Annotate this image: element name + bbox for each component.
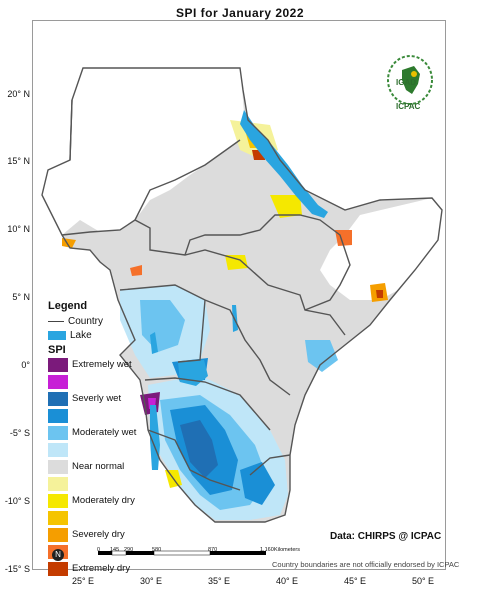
spi-swatch <box>48 357 68 372</box>
scale-tick-0: 0 <box>97 547 101 553</box>
map-title: SPI for January 2022 <box>175 6 305 20</box>
spi-swatch <box>48 527 68 542</box>
scale-tick-3: 580 <box>152 547 162 553</box>
spi-swatch <box>48 374 68 389</box>
spi-class-row: Extremely dry <box>48 560 168 577</box>
no-data-somalia <box>320 198 442 300</box>
lon-label-35e: 35° E <box>207 576 231 586</box>
logo-top-text: IGAD <box>396 78 416 87</box>
spi-swatch <box>48 425 68 440</box>
spi-class-label: Severely dry <box>72 529 125 540</box>
spi-class-label: Near normal <box>72 461 125 472</box>
spi-class-label: Moderately wet <box>72 427 137 438</box>
spi-class-row: Severly wet <box>48 390 168 407</box>
spi-heading: SPI <box>48 344 66 356</box>
scale-tick-5: 1,160 <box>260 547 274 553</box>
country-borders <box>41 67 443 523</box>
lake-swatch <box>48 330 66 340</box>
igad-icpac-logo <box>387 55 433 105</box>
lat-label-15s: -15° S <box>4 564 30 574</box>
spi-class-row: Moderately dry <box>48 492 168 509</box>
country-line-symbol <box>48 320 64 322</box>
spi-class-list: Extremely wet Severly wet Moderately wet Ne… <box>48 356 168 577</box>
legend-lake: Lake <box>48 328 168 342</box>
spi-swatch <box>48 493 68 508</box>
no-data-north <box>42 68 245 235</box>
lat-label-20n: 20° N <box>7 89 30 99</box>
data-credit: Data: CHIRPS @ ICPAC <box>330 531 442 542</box>
disclaimer: Country boundaries are not officially en… <box>272 560 460 569</box>
spi-swatch <box>48 391 68 406</box>
north-arrow-icon: N <box>52 549 64 561</box>
spi-swatch <box>48 459 68 474</box>
spi-class-row <box>48 509 168 526</box>
legend-heading: Legend <box>48 300 88 312</box>
lon-label-25e: 25° E <box>71 576 95 586</box>
legend-lake-label: Lake <box>70 329 92 341</box>
lake-albert <box>150 332 158 354</box>
lon-label-40e: 40° E <box>275 576 299 586</box>
spi-class-row <box>48 407 168 424</box>
spi-swatch <box>48 476 68 491</box>
spi-class-label: Extremely dry <box>72 563 131 574</box>
wet-south <box>148 375 288 520</box>
spi-class-label: Severly wet <box>72 393 122 404</box>
logo-bottom-text: ICPAC <box>396 102 421 111</box>
scale-unit: Kilometers <box>274 547 300 553</box>
lat-label-15n: 15° N <box>7 156 30 166</box>
legend-country: Country <box>48 314 168 328</box>
lat-label-0: 0° <box>21 360 30 370</box>
lon-label-30e: 30° E <box>139 576 163 586</box>
spi-class-row: Severely dry <box>48 526 168 543</box>
spi-swatch <box>48 442 68 457</box>
scale-tick-1: 145 <box>110 547 120 553</box>
lat-label-10n: 10° N <box>7 224 30 234</box>
lon-label-50e: 50° E <box>411 576 435 586</box>
spi-swatch <box>48 510 68 525</box>
spi-class-row: Moderately wet <box>48 424 168 441</box>
spi-swatch <box>48 561 68 576</box>
spi-class-row <box>48 475 168 492</box>
lon-label-45e: 45° E <box>343 576 367 586</box>
spi-class-row: Near normal <box>48 458 168 475</box>
spi-swatch <box>48 408 68 423</box>
spi-class-label: Extremely wet <box>72 359 132 370</box>
lat-label-10s: -10° S <box>4 496 30 506</box>
spi-class-label: Moderately dry <box>72 495 135 506</box>
map-legend: Legend Country Lake SPI Extremely wet Sev… <box>48 300 168 577</box>
scale-tick-2: 290 <box>124 547 134 553</box>
lat-label-5s: -5° S <box>9 428 30 438</box>
spi-class-row <box>48 373 168 390</box>
spi-class-row: Extremely wet <box>48 356 168 373</box>
scale-tick-4: 870 <box>208 547 218 553</box>
lat-label-5n: 5° N <box>12 292 30 302</box>
scale-bar <box>98 550 266 556</box>
legend-country-label: Country <box>68 315 104 327</box>
spi-class-row <box>48 441 168 458</box>
